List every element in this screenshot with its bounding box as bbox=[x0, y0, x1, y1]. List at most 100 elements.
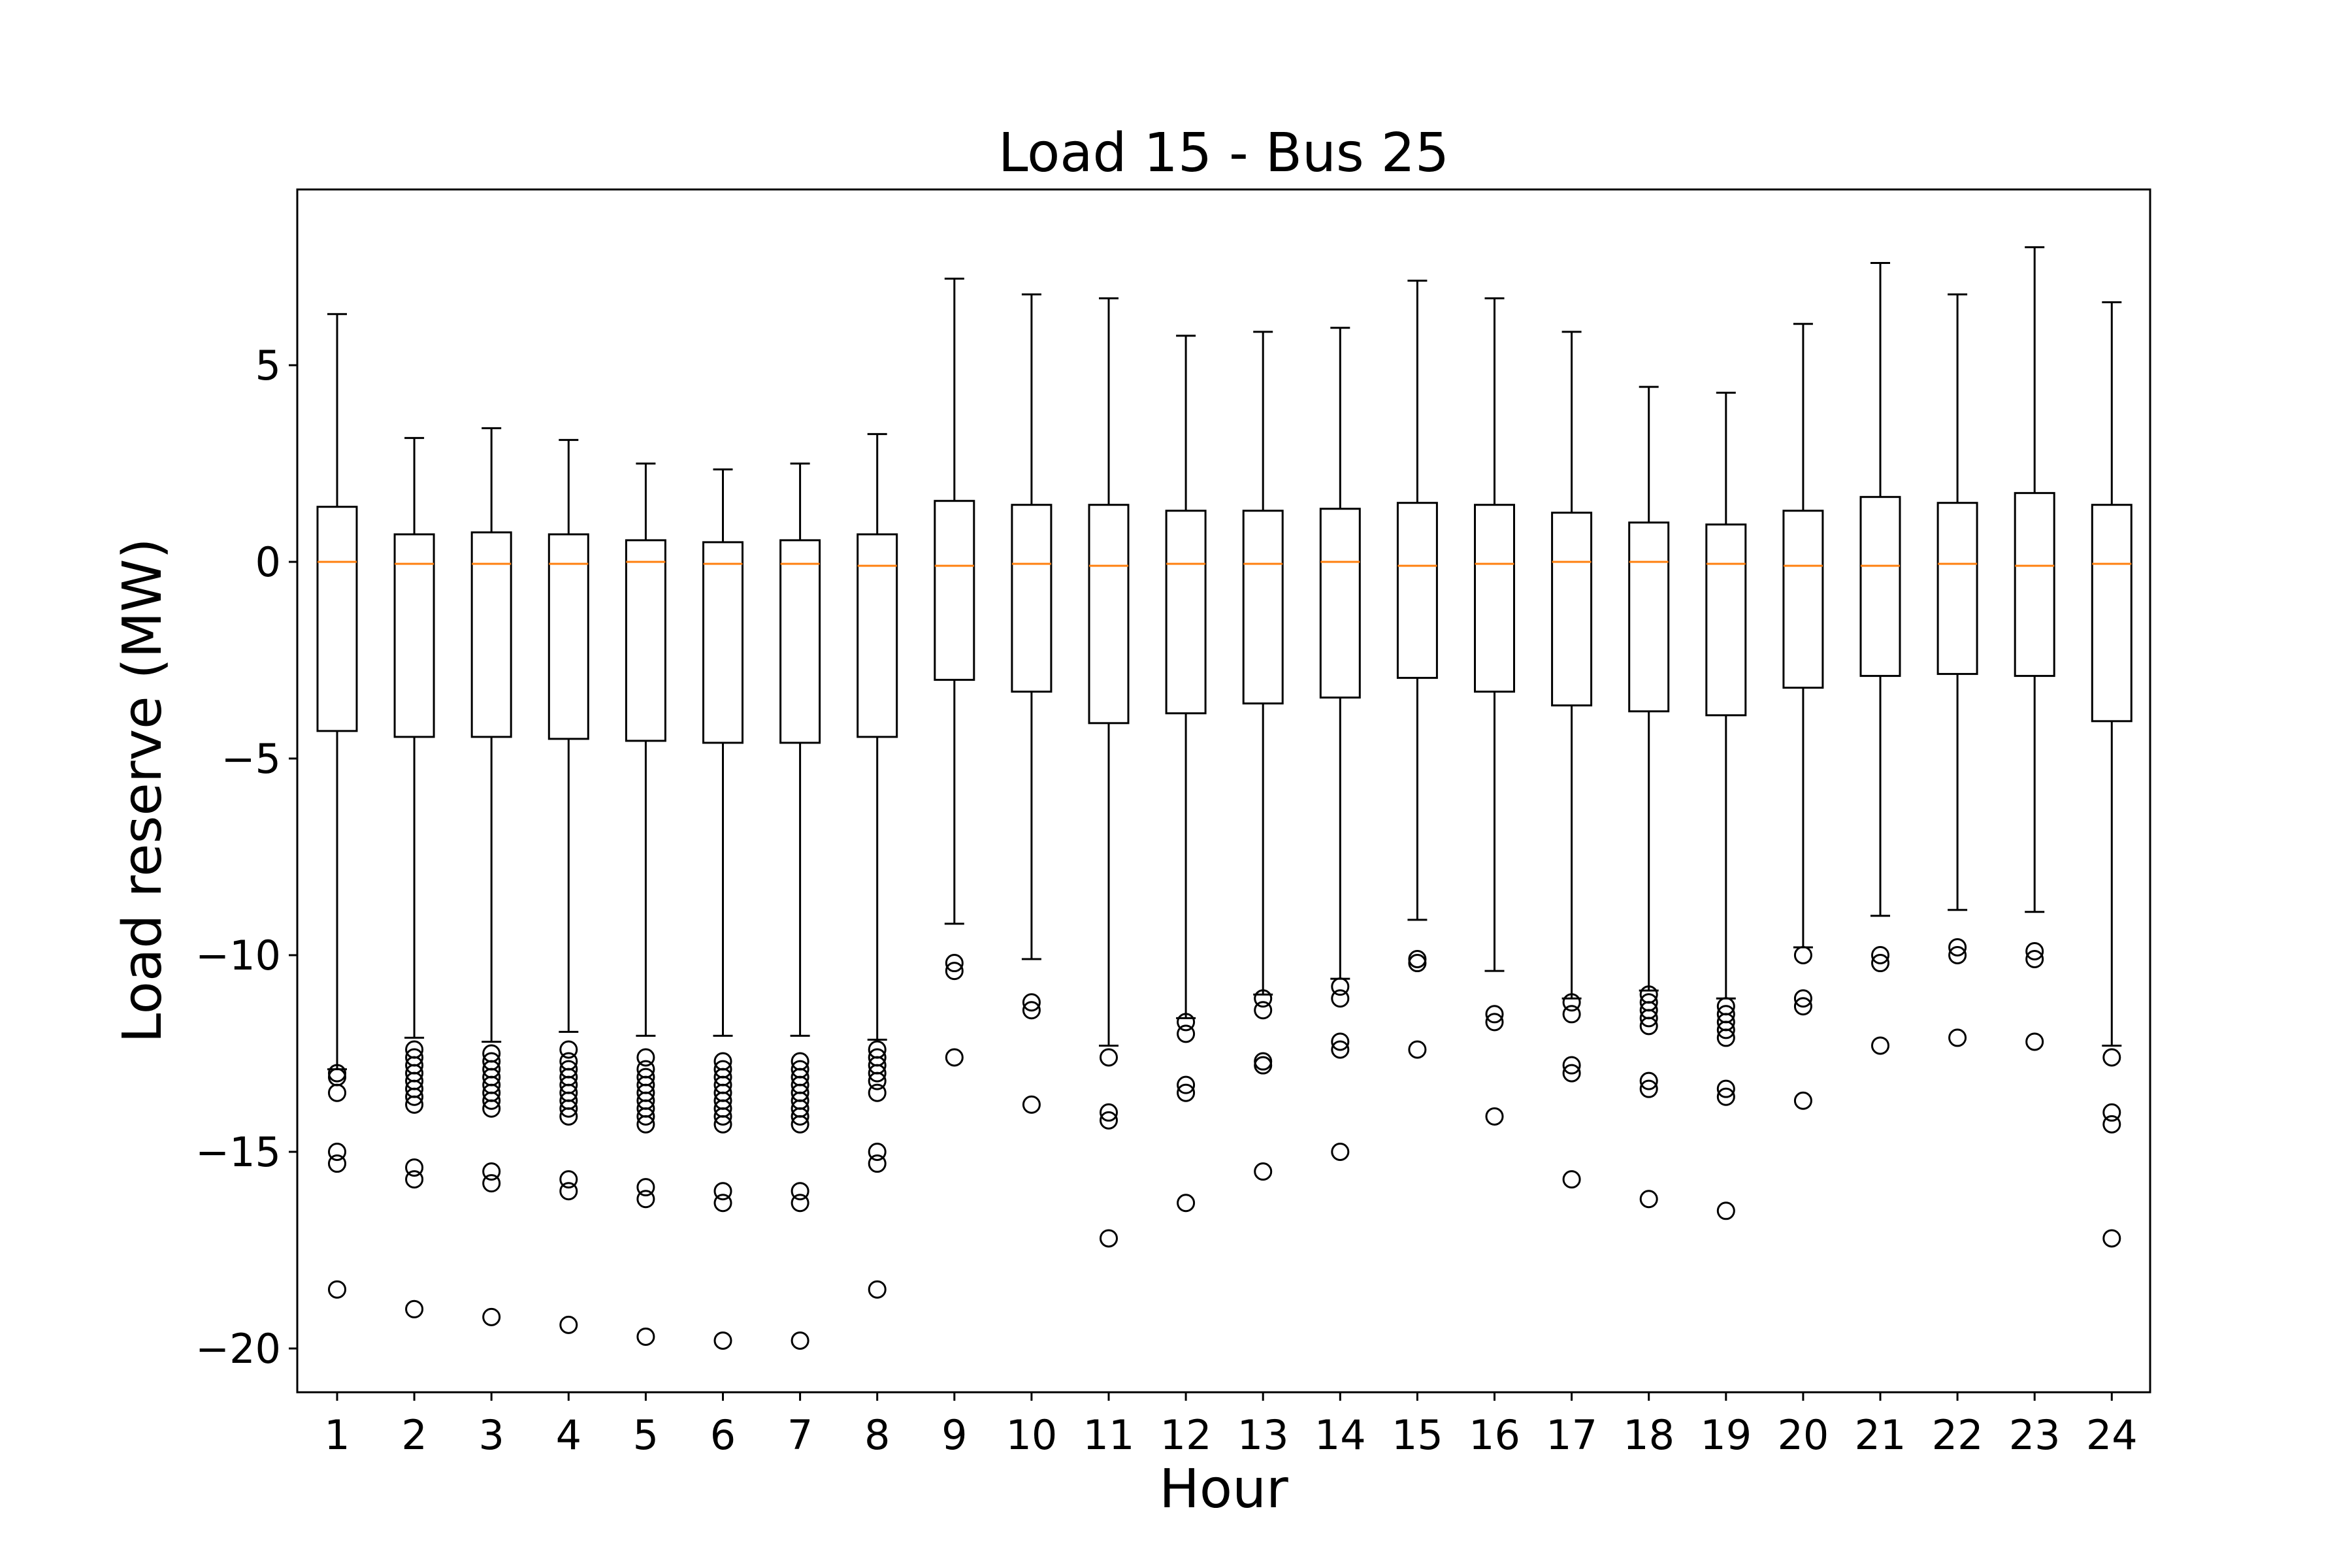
outlier-point bbox=[713, 1115, 732, 1134]
outlier-point bbox=[636, 1190, 655, 1209]
box-hour-24 bbox=[2091, 301, 2132, 1248]
y-tick-label: −20 bbox=[195, 1325, 281, 1373]
x-tick-label: 1 bbox=[324, 1411, 350, 1459]
box-hour-1 bbox=[316, 313, 358, 1299]
y-tick-label: 5 bbox=[255, 342, 281, 389]
outlier-point bbox=[328, 1143, 346, 1161]
outlier-point bbox=[945, 962, 964, 981]
x-tick-label: 2 bbox=[401, 1411, 427, 1459]
outlier-point bbox=[1871, 1036, 1889, 1055]
outlier-point bbox=[1793, 997, 1812, 1016]
box-hour-10 bbox=[1011, 293, 1053, 1114]
outlier-point bbox=[559, 1040, 578, 1059]
y-tick-label: −15 bbox=[195, 1128, 281, 1176]
iqr-box bbox=[2091, 504, 2132, 723]
outlier-point bbox=[1716, 1021, 1735, 1039]
outlier-point bbox=[1562, 1064, 1581, 1083]
box-hour-20 bbox=[1782, 323, 1824, 1110]
outlier-point bbox=[2025, 1032, 2044, 1051]
outlier-point bbox=[1254, 1001, 1273, 1020]
box-hour-4 bbox=[547, 438, 589, 1334]
x-tick-label: 5 bbox=[633, 1411, 659, 1459]
box-hour-7 bbox=[779, 463, 821, 1350]
box-hour-19 bbox=[1705, 391, 1747, 1220]
x-tick-label: 16 bbox=[1469, 1411, 1520, 1459]
outlier-point bbox=[1100, 1103, 1118, 1122]
outlier-point bbox=[1793, 946, 1812, 964]
outlier-point bbox=[791, 1182, 809, 1201]
outlier-point bbox=[482, 1162, 501, 1181]
outlier-point bbox=[1562, 1170, 1581, 1189]
outlier-point bbox=[1639, 1071, 1658, 1090]
outlier-point bbox=[636, 1107, 655, 1126]
chart-title: Load 15 - Bus 25 bbox=[998, 122, 1449, 184]
outlier-point bbox=[1948, 1028, 1967, 1047]
outlier-point bbox=[791, 1331, 809, 1350]
x-tick-label: 23 bbox=[2009, 1411, 2061, 1459]
outlier-point bbox=[1562, 1056, 1581, 1075]
outlier-point bbox=[1639, 1017, 1658, 1036]
box-hour-2 bbox=[393, 436, 435, 1318]
outlier-point bbox=[482, 1174, 501, 1193]
x-tick-label: 6 bbox=[710, 1411, 736, 1459]
outlier-point bbox=[1331, 1032, 1350, 1051]
outlier-point bbox=[1331, 1143, 1350, 1161]
outlier-point bbox=[1100, 1111, 1118, 1130]
outlier-point bbox=[636, 1327, 655, 1346]
outlier-point bbox=[1562, 993, 1581, 1012]
x-tick-label: 13 bbox=[1237, 1411, 1289, 1459]
y-tick-label: −5 bbox=[221, 735, 281, 783]
iqr-box bbox=[625, 539, 666, 742]
box-hour-6 bbox=[702, 468, 743, 1350]
outlier-point bbox=[1948, 938, 1967, 956]
box-hour-12 bbox=[1165, 335, 1207, 1213]
iqr-box bbox=[1705, 523, 1747, 717]
outlier-point bbox=[945, 954, 964, 973]
plot-area bbox=[316, 246, 2132, 1350]
outlier-point bbox=[559, 1107, 578, 1126]
x-tick-label: 11 bbox=[1083, 1411, 1135, 1459]
box-hour-15 bbox=[1396, 280, 1438, 1059]
box-hour-5 bbox=[625, 463, 666, 1346]
outlier-point bbox=[2102, 1229, 2121, 1248]
iqr-box bbox=[547, 533, 589, 740]
outlier-point bbox=[559, 1182, 578, 1201]
iqr-box bbox=[1859, 496, 1901, 678]
outlier-point bbox=[713, 1182, 732, 1201]
outlier-point bbox=[868, 1064, 887, 1083]
box-hour-13 bbox=[1242, 331, 1284, 1181]
box-hour-16 bbox=[1474, 297, 1515, 1126]
outlier-point bbox=[1716, 1079, 1735, 1098]
outlier-point bbox=[405, 1087, 424, 1106]
iqr-box bbox=[1088, 504, 1130, 725]
outlier-point bbox=[945, 1048, 964, 1067]
outlier-point bbox=[482, 1091, 501, 1110]
x-tick-label: 18 bbox=[1623, 1411, 1674, 1459]
outlier-point bbox=[868, 1143, 887, 1161]
outlier-point bbox=[2102, 1103, 2121, 1122]
outlier-point bbox=[636, 1115, 655, 1134]
box-hour-14 bbox=[1319, 327, 1361, 1161]
outlier-point bbox=[791, 1194, 809, 1213]
iqr-box bbox=[316, 506, 358, 732]
iqr-box bbox=[779, 539, 821, 744]
outlier-point bbox=[868, 1280, 887, 1299]
outlier-point bbox=[1100, 1229, 1118, 1248]
iqr-box bbox=[1628, 521, 1670, 713]
outlier-point bbox=[1871, 954, 1889, 973]
box-hour-22 bbox=[1936, 293, 1978, 1047]
box-hour-8 bbox=[857, 433, 898, 1299]
outlier-point bbox=[1254, 1162, 1273, 1181]
x-tick-label: 8 bbox=[864, 1411, 890, 1459]
outlier-point bbox=[1485, 1013, 1504, 1032]
x-tick-label: 9 bbox=[941, 1411, 967, 1459]
x-tick-label: 14 bbox=[1315, 1411, 1366, 1459]
outlier-point bbox=[713, 1194, 732, 1213]
outlier-point bbox=[868, 1071, 887, 1090]
iqr-box bbox=[857, 533, 898, 738]
outlier-point bbox=[405, 1095, 424, 1114]
outlier-point bbox=[636, 1178, 655, 1197]
outlier-point bbox=[1022, 1095, 1041, 1114]
x-tick-label: 19 bbox=[1700, 1411, 1752, 1459]
